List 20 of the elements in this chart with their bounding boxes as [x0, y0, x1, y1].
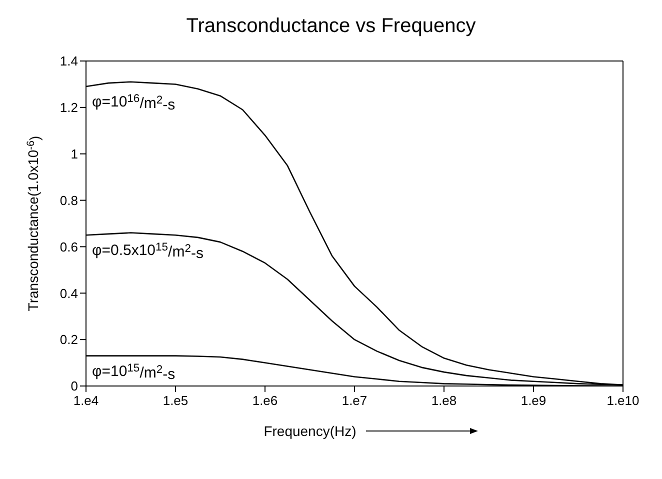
y-tick-label: 1.2 [60, 100, 78, 116]
y-tick-label: 0.4 [60, 286, 78, 301]
x-axis-title: Frequency(Hz) [264, 423, 356, 439]
y-tick-label: 0.6 [60, 239, 78, 254]
x-tick-label: 1.e10 [606, 393, 640, 408]
y-tick-label: 0 [70, 378, 78, 394]
x-tick-label: 1.e5 [162, 393, 188, 408]
y-tick-label: 1.4 [60, 54, 78, 69]
chart-title: Transconductance vs Frequency [185, 14, 477, 39]
y-tick-label: 0.8 [60, 192, 78, 208]
x-tick-label: 1.e8 [431, 393, 457, 408]
series-label: φ=0.5x10$^{15}$/m$^{2}$-s [92, 242, 204, 262]
x-tick-label: 1.e9 [520, 393, 546, 408]
x-tick-label: 1.e7 [342, 393, 368, 408]
x-tick-label: 1.e4 [73, 393, 99, 408]
series-label: φ=10$^{16}$/m$^{2}$-s [92, 93, 176, 114]
y-tick-label: 0.2 [60, 332, 78, 348]
series-label: φ=10$^{15}$/m$^{2}$-s [92, 362, 176, 383]
y-tick-label: 1 [70, 146, 78, 162]
x-tick-label: 1.e6 [252, 393, 278, 408]
